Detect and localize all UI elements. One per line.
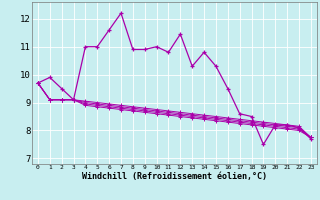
X-axis label: Windchill (Refroidissement éolien,°C): Windchill (Refroidissement éolien,°C) [82, 172, 267, 181]
